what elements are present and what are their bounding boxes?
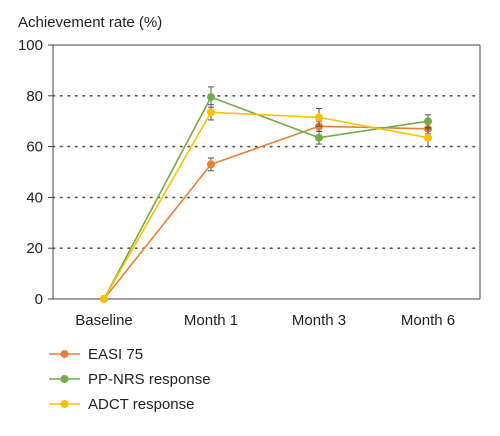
y-tick-label: 40	[26, 189, 43, 206]
legend: EASI 75 PP-NRS response ADCT response	[49, 346, 211, 413]
series-layer	[100, 86, 432, 303]
data-point	[207, 108, 215, 117]
series-adct-response	[100, 104, 432, 303]
legend-item: PP-NRS response	[49, 371, 211, 388]
legend-label: ADCT response	[88, 396, 194, 413]
data-point	[207, 160, 215, 169]
legend-marker	[60, 400, 69, 408]
data-point	[424, 133, 432, 142]
legend-item: ADCT response	[49, 396, 194, 413]
series-line	[103, 111, 429, 300]
data-point	[207, 93, 215, 102]
axes: 0 20 40 60 80 100 Baseline Month 1 Month 3 Month …	[18, 37, 481, 329]
data-point	[100, 295, 108, 303]
series-line	[103, 96, 429, 300]
data-point	[315, 133, 323, 142]
legend-marker	[60, 375, 69, 383]
x-tick-label: Month 6	[401, 312, 455, 329]
legend-label: PP-NRS response	[88, 371, 211, 388]
series-pp-nrs-response	[100, 86, 432, 303]
y-tick-label: 80	[26, 88, 43, 105]
y-tick-label: 20	[26, 240, 43, 257]
y-axis-title: Achievement rate (%)	[18, 14, 162, 31]
legend-item: EASI 75	[49, 346, 143, 363]
x-tick-label: Baseline	[75, 312, 133, 329]
x-tick-label: Month 3	[292, 312, 346, 329]
legend-label: EASI 75	[88, 346, 143, 363]
legend-marker	[60, 350, 69, 358]
data-point	[315, 113, 323, 122]
y-tick-label: 0	[35, 291, 43, 308]
data-point	[424, 117, 432, 126]
y-tick-label: 100	[18, 37, 43, 54]
x-tick-label: Month 1	[184, 312, 238, 329]
y-tick-label: 60	[26, 139, 43, 156]
